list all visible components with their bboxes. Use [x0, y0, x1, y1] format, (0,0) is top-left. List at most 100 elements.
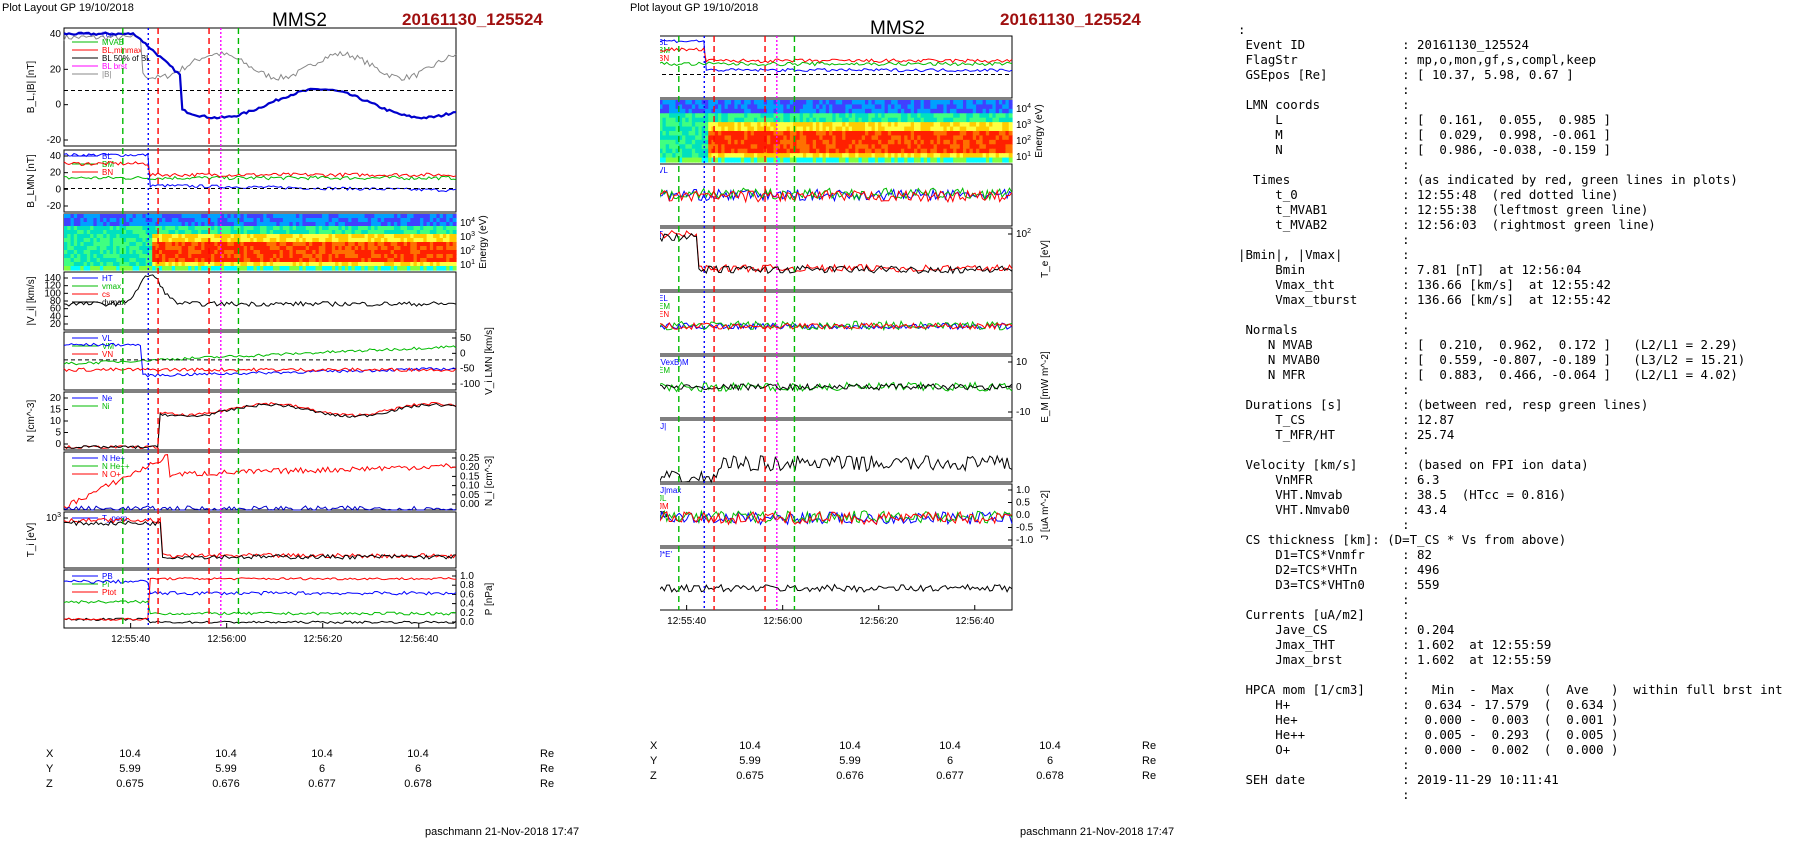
spectrogram-cell	[83, 258, 88, 263]
spectrogram-cell	[197, 214, 202, 219]
spectrogram-cell	[842, 148, 846, 154]
spectrogram-cell	[881, 100, 886, 106]
spectrogram-cell	[868, 139, 873, 145]
spectrogram-cell	[90, 226, 94, 231]
spectrogram-cell	[998, 104, 1003, 110]
spectrogram-cell	[897, 113, 902, 119]
spectrogram-cell	[86, 222, 91, 227]
spectrogram-cell	[162, 258, 166, 263]
spectrogram-cell	[995, 139, 1000, 145]
spectrogram-cell	[855, 131, 860, 137]
spectrogram-cell	[64, 222, 68, 227]
spectrogram-cell	[446, 258, 451, 263]
spectrogram-cell	[838, 100, 843, 106]
spectrogram-cell	[335, 246, 339, 251]
spectrogram-cell	[113, 262, 117, 267]
spectrogram-cell	[682, 139, 686, 145]
spectrogram-cell	[142, 250, 147, 255]
spectrogram-cell	[194, 214, 199, 219]
spectrogram-cell	[678, 126, 683, 132]
spectrogram-cell	[848, 131, 853, 137]
spectrogram-cell	[93, 266, 98, 271]
spectrogram-cell	[348, 262, 353, 267]
info-line: Times : (as indicated by red, green line…	[1238, 172, 1738, 187]
spectrogram-cell	[871, 117, 876, 123]
spectrogram-cell	[439, 226, 444, 231]
spectrogram-cell	[397, 218, 402, 223]
spectrogram-cell	[331, 218, 336, 223]
spectrogram-cell	[691, 100, 696, 106]
spectrogram-cell	[665, 144, 670, 150]
spectrogram-cell	[126, 246, 130, 251]
spectrogram-cell	[773, 108, 778, 114]
spectrogram-cell	[685, 131, 690, 137]
spectrogram-cell	[711, 122, 716, 128]
spectrogram-cell	[429, 266, 434, 271]
spectrogram-cell	[371, 230, 375, 235]
spectrogram-cell	[1008, 157, 1013, 163]
spectrogram-cell	[416, 266, 421, 271]
spectrogram-cell	[230, 254, 235, 259]
position-axis-label: X	[46, 748, 54, 760]
spectrogram-cell	[998, 100, 1003, 106]
spectrogram-cell	[148, 266, 153, 271]
spectrogram-cell	[940, 135, 944, 141]
spectrogram-cell	[99, 242, 104, 247]
spectrogram-cell	[358, 218, 362, 223]
spectrogram-cell	[936, 117, 941, 123]
spectrogram-cell	[211, 230, 215, 235]
spectrogram-cell	[992, 139, 997, 145]
legend-entry: PB	[102, 572, 113, 581]
spectrogram-cell	[923, 104, 928, 110]
spectrogram-cell	[809, 113, 814, 119]
spectrogram-cell	[158, 214, 163, 219]
spectrogram-cell	[691, 157, 696, 163]
position-value: 5.99	[215, 763, 237, 775]
spectrogram-cell	[858, 100, 863, 106]
spectrogram-cell	[979, 157, 984, 163]
spectrogram-cell	[132, 258, 137, 263]
spectrogram-cell	[770, 122, 775, 128]
spectrogram-cell	[442, 222, 447, 227]
legend-entry: Ne	[102, 394, 113, 403]
spectrogram-cell	[162, 266, 166, 271]
axis-label: Energy (eV)	[478, 215, 489, 268]
spectrogram-cell	[240, 254, 245, 259]
spectrogram-cell	[220, 262, 225, 267]
spectrogram-cell	[429, 218, 434, 223]
spectrogram-cell	[416, 242, 421, 247]
spectrogram-cell	[891, 157, 895, 163]
spectrogram-cell	[335, 262, 339, 267]
spectrogram-cell	[953, 113, 958, 119]
spectrogram-cell	[279, 230, 284, 235]
spectrogram-cell	[985, 113, 990, 119]
spectrogram-cell	[269, 262, 274, 267]
spectrogram-cell	[302, 214, 307, 219]
spectrogram-cell	[410, 254, 415, 259]
spectrogram-cell	[897, 144, 902, 150]
spectrogram-cell	[318, 258, 323, 263]
spectrogram-cell	[93, 258, 98, 263]
spectrogram-cell	[276, 266, 281, 271]
spectrogram-cell	[139, 258, 143, 263]
spectrogram-cell	[678, 117, 683, 123]
spectrogram-cell	[243, 242, 248, 247]
spectrogram-cell	[949, 148, 954, 154]
spectrogram-cell	[99, 246, 104, 251]
spectrogram-cell	[364, 238, 369, 243]
spectrogram-cell	[786, 144, 791, 150]
spectrogram-cell	[348, 226, 353, 231]
spectrogram-cell	[318, 234, 323, 239]
spectrogram-cell	[90, 254, 94, 259]
spectrogram-cell	[77, 226, 81, 231]
spectrogram-cell	[73, 226, 78, 231]
spectrogram-cell	[246, 246, 251, 251]
spectrogram-cell	[780, 108, 784, 114]
tick-label: 0.15	[460, 471, 480, 482]
spectrogram-cell	[806, 126, 811, 132]
info-line: D1=TCS*Vnmfr : 82	[1238, 547, 1432, 562]
spectrogram-cell	[959, 100, 964, 106]
spectrogram-cell	[989, 122, 993, 128]
